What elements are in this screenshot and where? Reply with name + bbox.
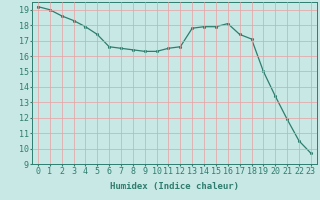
- X-axis label: Humidex (Indice chaleur): Humidex (Indice chaleur): [110, 182, 239, 191]
